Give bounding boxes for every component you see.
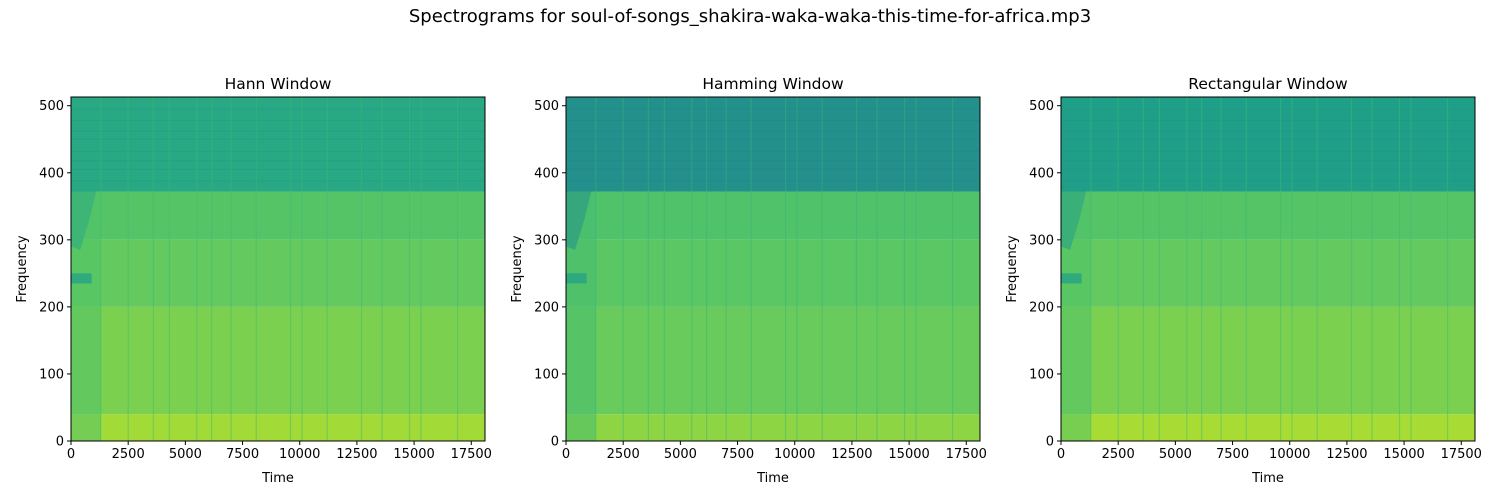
frequency-band [71,239,485,307]
x-tick-label: 5000 [169,447,202,462]
y-tick-label: 500 [1029,99,1054,114]
x-tick-label: 2500 [607,447,640,462]
y-tick-label: 500 [39,99,64,114]
y-tick-label: 0 [56,435,64,450]
x-axis-label: Time [1251,471,1284,486]
x-tick-label: 10000 [1269,447,1310,462]
y-tick-label: 200 [534,300,559,315]
x-tick-label: 5000 [1159,447,1192,462]
frequency-band [1061,414,1475,441]
x-axis-label: Time [261,471,294,486]
onset-band [71,191,101,441]
y-tick-label: 500 [534,99,559,114]
y-tick-label: 200 [1029,300,1054,315]
onset-band [566,191,596,441]
x-tick-label: 0 [67,447,75,462]
x-tick-label: 15000 [393,447,434,462]
onset-tone [71,273,92,284]
y-tick-label: 300 [534,233,559,248]
x-tick-label: 17500 [946,447,987,462]
x-tick-label: 15000 [1383,447,1424,462]
spectrogram-image [1061,97,1475,441]
x-tick-label: 10000 [774,447,815,462]
x-tick-label: 12500 [1326,447,1367,462]
y-axis-label: Frequency [1005,235,1020,302]
x-tick-label: 2500 [112,447,145,462]
frequency-band [566,239,980,307]
panel-title: Rectangular Window [1188,75,1348,93]
frequency-band [1061,191,1475,240]
x-tick-label: 0 [1057,447,1065,462]
frequency-band [71,191,485,240]
x-tick-label: 15000 [888,447,929,462]
x-tick-label: 7500 [721,447,754,462]
y-tick-label: 100 [1029,367,1054,382]
y-tick-label: 100 [534,367,559,382]
frequency-band [71,306,485,415]
x-tick-label: 12500 [831,447,872,462]
spectrogram-image [71,97,485,441]
x-tick-label: 10000 [279,447,320,462]
frequency-band [1061,306,1475,415]
panel-title: Hamming Window [702,75,844,93]
y-axis-label: Frequency [15,235,30,302]
x-tick-label: 7500 [226,447,259,462]
frequency-band [71,97,485,192]
frequency-band [1061,239,1475,307]
y-tick-label: 100 [39,367,64,382]
x-tick-label: 17500 [1441,447,1482,462]
y-tick-label: 400 [534,166,559,181]
onset-tone [566,273,587,284]
figure-suptitle: Spectrograms for soul-of-songs_shakira-w… [408,6,1092,27]
axes-frame [70,96,486,442]
spectrogram-image [566,97,980,441]
y-tick-label: 400 [1029,166,1054,181]
frequency-band [566,306,980,415]
x-tick-label: 12500 [336,447,377,462]
y-tick-label: 400 [39,166,64,181]
panel-title: Hann Window [225,75,332,93]
frequency-band [566,191,980,240]
axes-frame [565,96,981,442]
axes-frame [1060,96,1476,442]
y-tick-label: 300 [1029,233,1054,248]
y-tick-label: 0 [551,435,559,450]
y-tick-label: 300 [39,233,64,248]
frequency-band [566,97,980,192]
y-axis-label: Frequency [510,235,525,302]
frequency-band [566,414,980,441]
y-tick-label: 200 [39,300,64,315]
frequency-band [71,414,485,441]
frequency-band [1061,97,1475,192]
x-tick-label: 5000 [664,447,697,462]
y-tick-label: 0 [1046,435,1054,450]
x-tick-label: 17500 [451,447,492,462]
x-tick-label: 7500 [1216,447,1249,462]
x-tick-label: 0 [562,447,570,462]
onset-band [1061,191,1091,441]
x-tick-label: 2500 [1102,447,1135,462]
x-axis-label: Time [756,471,789,486]
onset-tone [1061,273,1082,284]
